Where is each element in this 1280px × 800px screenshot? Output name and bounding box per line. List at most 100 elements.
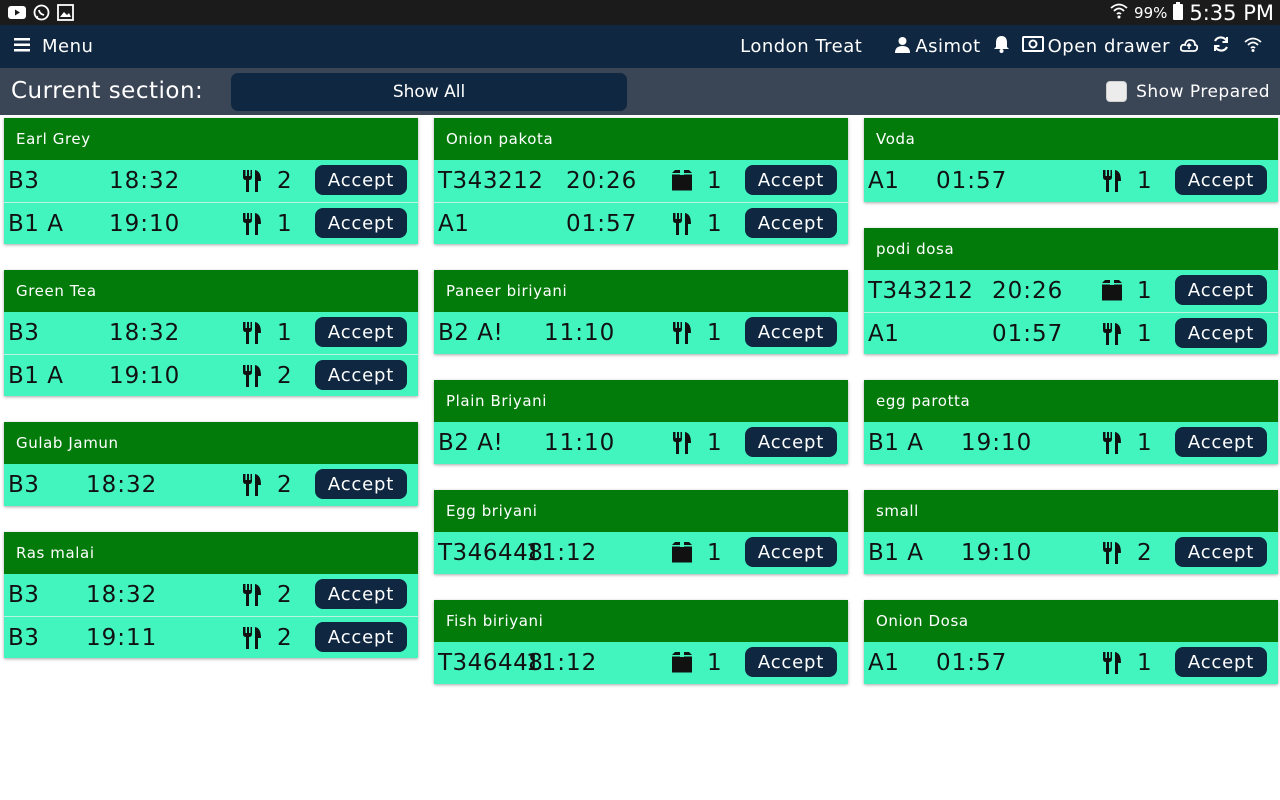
- dine-in-cutlery-icon: [671, 212, 693, 236]
- dine-in-cutlery-icon: [241, 583, 263, 607]
- accept-button[interactable]: Accept: [1175, 318, 1267, 348]
- refresh-button[interactable]: [1212, 35, 1230, 58]
- order-time: 19:10: [109, 211, 181, 237]
- order-row: B1 A 19:10 2 Accept: [4, 354, 418, 396]
- item-name: Gulab Jamun: [4, 422, 418, 464]
- table-number: T343212: [868, 278, 974, 304]
- show-prepared-toggle[interactable]: Show Prepared: [1106, 68, 1270, 115]
- store-name: London Treat: [740, 36, 863, 57]
- quantity: 1: [1137, 650, 1152, 676]
- accept-button[interactable]: Accept: [745, 317, 837, 347]
- section-dropdown[interactable]: Show All: [231, 73, 627, 111]
- order-row: B3 18:32 2 Accept: [4, 160, 418, 202]
- dine-in-cutlery-icon: [1101, 651, 1123, 675]
- order-row: B3 19:11 2 Accept: [4, 616, 418, 658]
- table-number: B1 A: [8, 363, 64, 389]
- order-row: B3 18:32 2 Accept: [4, 464, 418, 506]
- accept-button[interactable]: Accept: [745, 537, 837, 567]
- order-row: B1 A 19:10 1 Accept: [4, 202, 418, 244]
- accept-button[interactable]: Accept: [315, 317, 407, 347]
- dine-in-cutlery-icon: [1101, 322, 1123, 346]
- order-time: 11:10: [544, 430, 616, 456]
- menu-button[interactable]: Menu: [14, 25, 93, 68]
- quantity: 2: [1137, 540, 1152, 566]
- quantity: 1: [1137, 168, 1152, 194]
- accept-button[interactable]: Accept: [1175, 165, 1267, 195]
- order-row: T346448 11:12 1 Accept: [434, 532, 848, 574]
- quantity: 1: [707, 430, 722, 456]
- quantity: 1: [707, 320, 722, 346]
- accept-button[interactable]: Accept: [1175, 427, 1267, 457]
- order-card: Green Tea B3 18:32 1 Accept B1 A 19:10 2 Accept: [4, 270, 418, 396]
- order-time: 11:10: [544, 320, 616, 346]
- accept-button[interactable]: Accept: [315, 622, 407, 652]
- table-number: B1 A: [868, 540, 924, 566]
- order-row: T343212 20:26 1 Accept: [434, 160, 848, 202]
- table-number: B3: [8, 625, 40, 651]
- quantity: 1: [707, 168, 722, 194]
- order-row: A1 01:57 1 Accept: [864, 642, 1278, 684]
- refresh-icon: [1212, 35, 1230, 58]
- accept-button[interactable]: Accept: [745, 165, 837, 195]
- table-number: T346448: [438, 650, 544, 676]
- notification-icons: [8, 3, 74, 21]
- user-icon: [894, 36, 911, 58]
- item-name: egg parotta: [864, 380, 1278, 422]
- connection-status[interactable]: [1244, 36, 1262, 57]
- accept-button[interactable]: Accept: [315, 469, 407, 499]
- user-menu[interactable]: Asimot: [894, 36, 980, 58]
- clock: 5:35 PM: [1189, 0, 1274, 25]
- accept-button[interactable]: Accept: [1175, 537, 1267, 567]
- item-name: Ras malai: [4, 532, 418, 574]
- accept-button[interactable]: Accept: [745, 427, 837, 457]
- order-row: B3 18:32 1 Accept: [4, 312, 418, 354]
- cloud-sync-button[interactable]: [1179, 36, 1199, 57]
- item-name: Voda: [864, 118, 1278, 160]
- current-section-label: Current section:: [11, 78, 204, 104]
- table-number: T346448: [438, 540, 544, 566]
- quantity: 1: [707, 211, 722, 237]
- table-number: B3: [8, 168, 40, 194]
- table-number: B1 A: [8, 211, 64, 237]
- show-prepared-checkbox[interactable]: [1106, 81, 1128, 102]
- order-row: A1 01:57 1 Accept: [864, 160, 1278, 202]
- item-name: Onion pakota: [434, 118, 848, 160]
- item-name: small: [864, 490, 1278, 532]
- quantity: 1: [1137, 321, 1152, 347]
- accept-button[interactable]: Accept: [315, 208, 407, 238]
- order-row: B2 A! 11:10 1 Accept: [434, 312, 848, 354]
- dine-in-cutlery-icon: [671, 431, 693, 455]
- item-name: Onion Dosa: [864, 600, 1278, 642]
- accept-button[interactable]: Accept: [745, 647, 837, 677]
- accept-button[interactable]: Accept: [315, 579, 407, 609]
- order-card: Onion pakota T343212 20:26 1 Accept A1 01:57 1 A…: [434, 118, 848, 244]
- dine-in-cutlery-icon: [241, 169, 263, 193]
- wifi-status-icon: [1110, 3, 1128, 23]
- order-time: 18:32: [109, 168, 181, 194]
- dine-in-cutlery-icon: [241, 626, 263, 650]
- takeaway-bag-icon: [671, 541, 693, 565]
- open-drawer-button[interactable]: Open drawer: [1021, 36, 1170, 57]
- accept-button[interactable]: Accept: [315, 360, 407, 390]
- bell-icon: [993, 35, 1010, 58]
- table-number: A1: [868, 321, 900, 347]
- accept-button[interactable]: Accept: [315, 165, 407, 195]
- dine-in-cutlery-icon: [1101, 541, 1123, 565]
- order-time: 18:32: [109, 320, 181, 346]
- order-card: Ras malai B3 18:32 2 Accept B3 19:11 2 Accept: [4, 532, 418, 658]
- user-name: Asimot: [915, 36, 981, 57]
- accept-button[interactable]: Accept: [745, 208, 837, 238]
- dine-in-cutlery-icon: [241, 212, 263, 236]
- accept-button[interactable]: Accept: [1175, 647, 1267, 677]
- table-number: A1: [868, 168, 900, 194]
- quantity: 2: [277, 168, 292, 194]
- dine-in-cutlery-icon: [671, 321, 693, 345]
- battery-icon: [1173, 1, 1184, 24]
- table-number: B3: [8, 472, 40, 498]
- order-card: Plain Briyani B2 A! 11:10 1 Accept: [434, 380, 848, 464]
- accept-button[interactable]: Accept: [1175, 275, 1267, 305]
- youtube-icon: [8, 4, 26, 20]
- order-card: podi dosa T343212 20:26 1 Accept A1 01:57 1 Acce…: [864, 228, 1278, 354]
- notifications-button[interactable]: [993, 35, 1010, 58]
- table-number: A1: [438, 211, 470, 237]
